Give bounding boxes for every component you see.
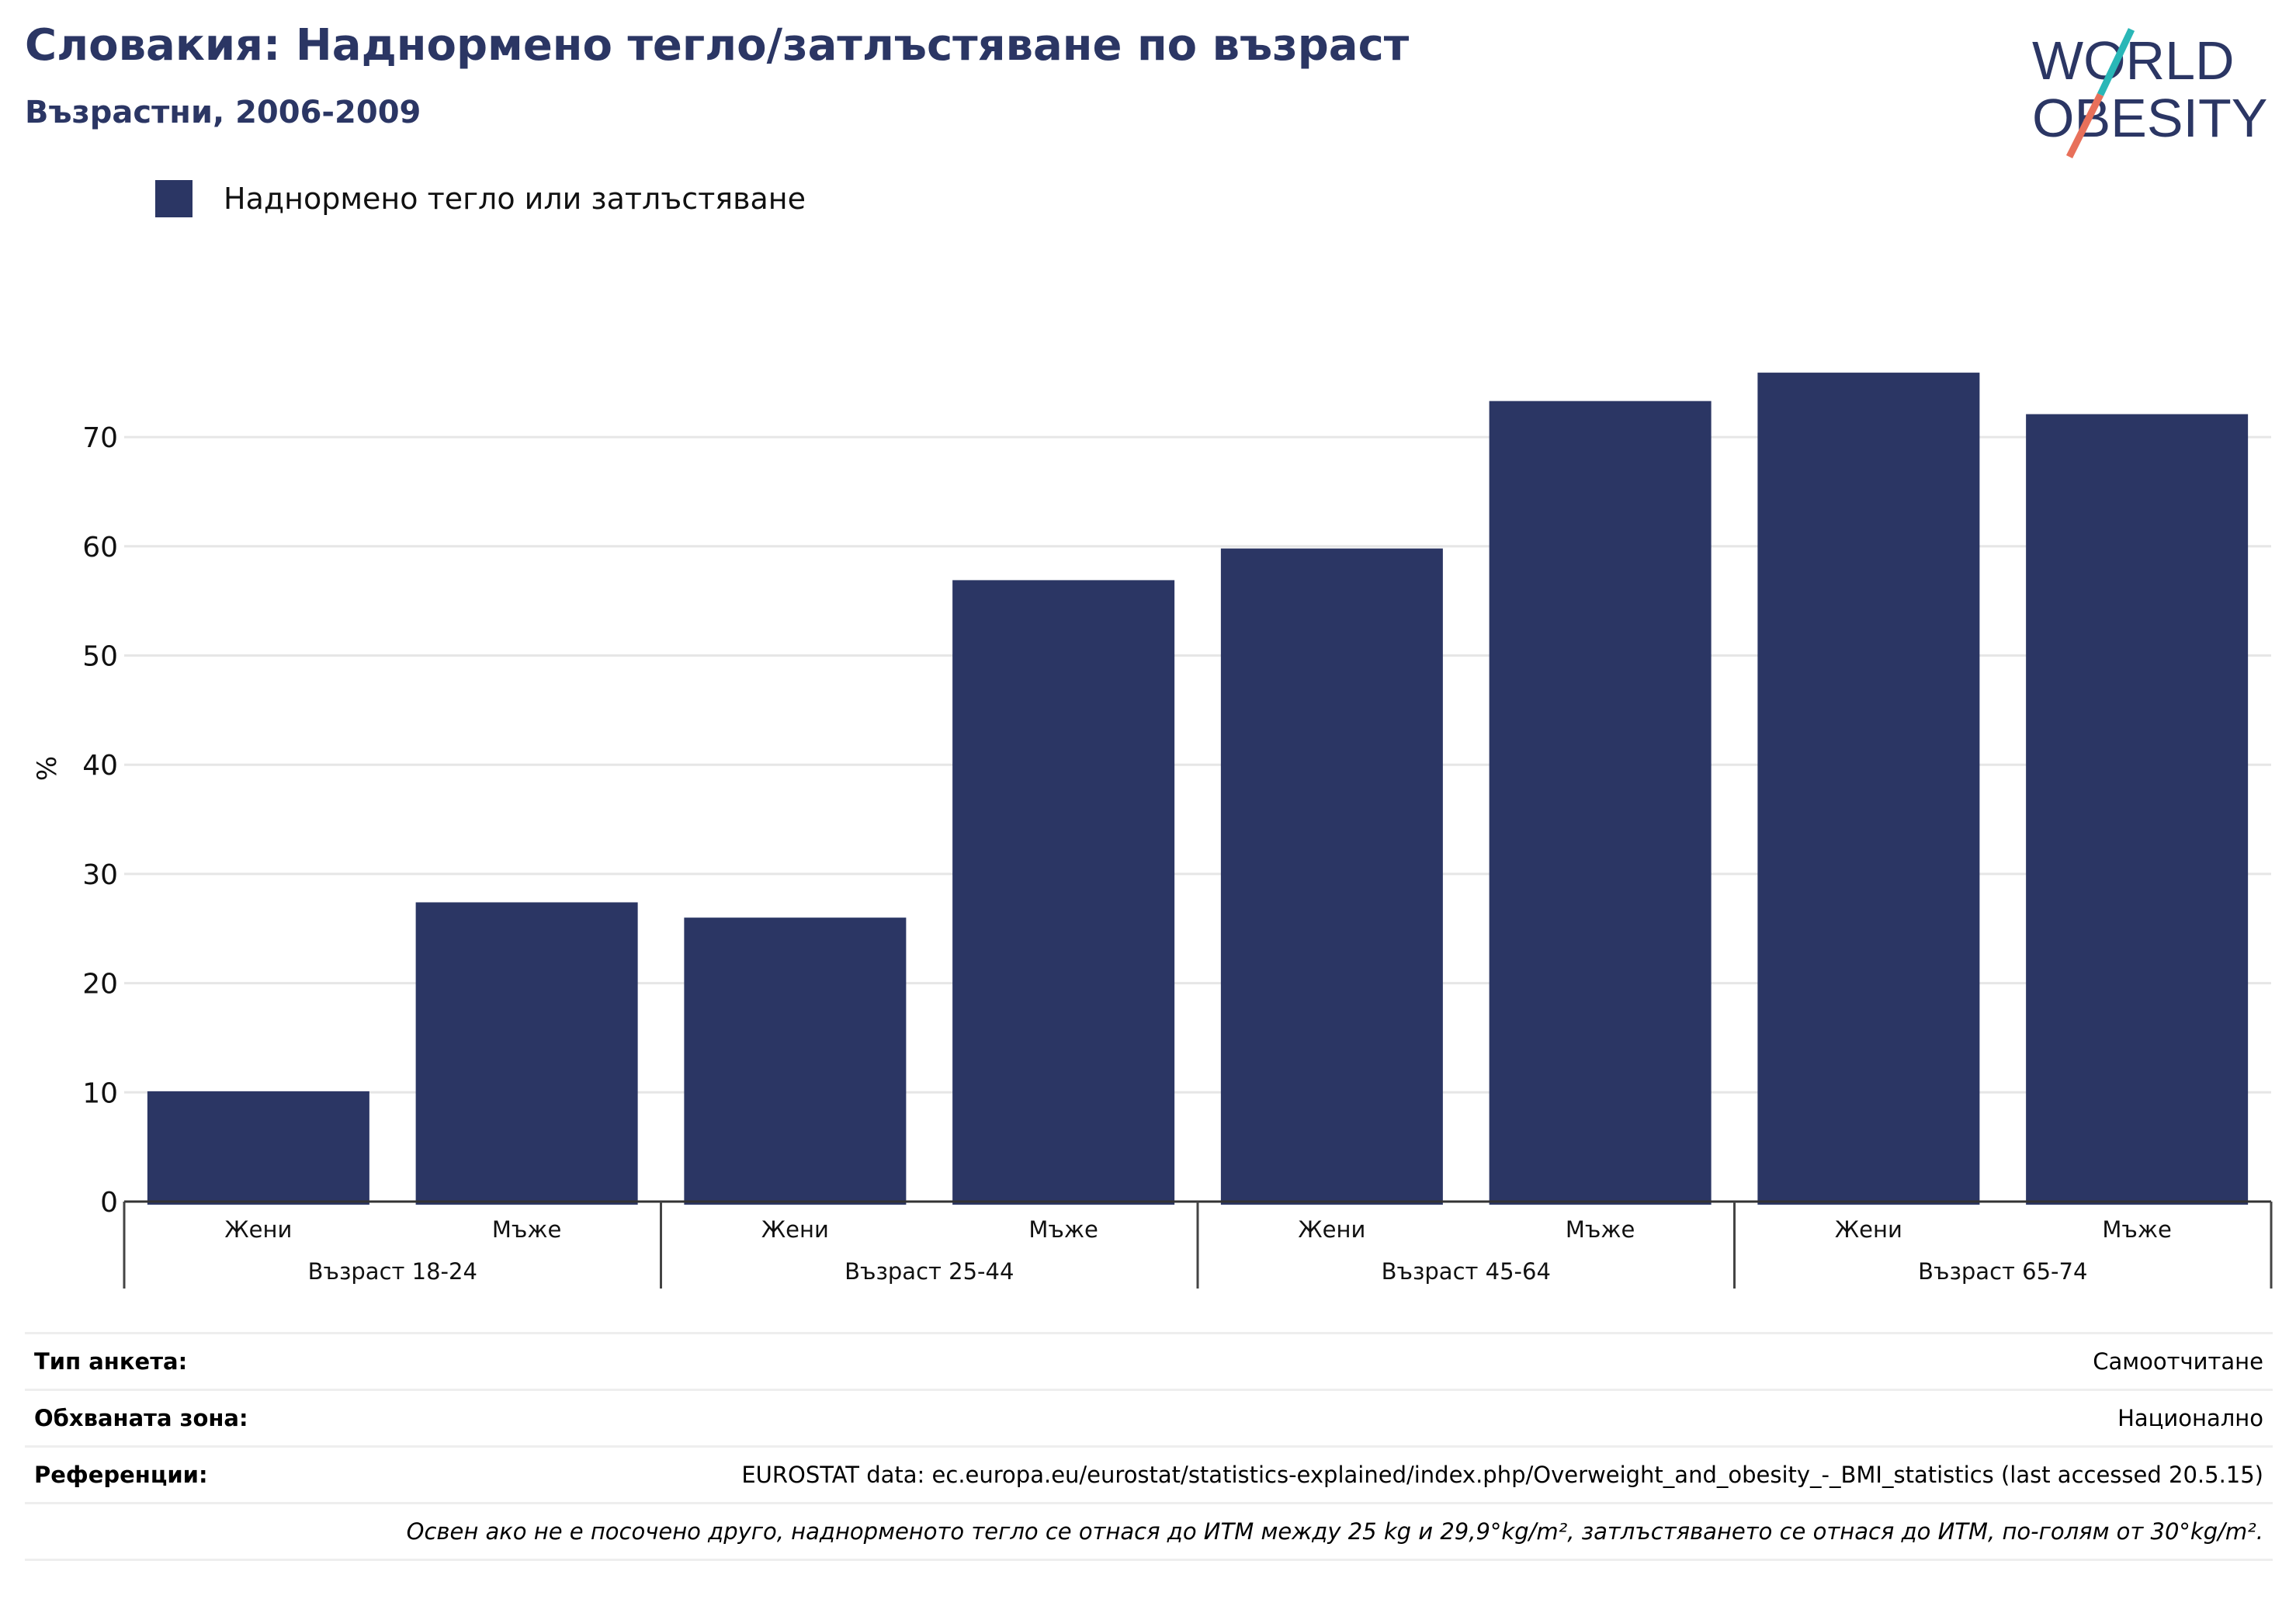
x-tick-label: Жени: [761, 1216, 829, 1243]
axis-layer: 0 10 20 30 40 50 60 70 Жени Мъже Възраст 18-24 Жени…: [82, 422, 2273, 1289]
group-label: Възраст 18-24: [308, 1258, 477, 1285]
bar-chart: 0 10 20 30 40 50 60 70 Жени Мъже Възраст 18-24 Жени…: [32, 373, 2273, 1289]
logo-slash-bottom: [2065, 92, 2104, 159]
group-label: Възраст 45-64: [1382, 1258, 1551, 1285]
x-tick-label: Жени: [224, 1216, 292, 1243]
logo-line-2: OBESITY: [2032, 88, 2267, 148]
bar-layer: [147, 373, 2249, 1205]
x-tick-label: Мъже: [1028, 1216, 1098, 1243]
group-label: Възраст 25-44: [845, 1258, 1014, 1285]
y-tick-label: 50: [82, 641, 118, 673]
page-title: Словакия: Наднормено тегло/затлъстяване …: [25, 20, 1410, 71]
x-tick-label: Мъже: [1566, 1216, 1635, 1243]
bar: [1757, 373, 1980, 1205]
meta-row-area: Обхваната зона: Национално: [25, 1389, 2273, 1445]
y-tick-label: 30: [82, 859, 118, 891]
chart-legend: Наднормено тегло или затлъстяване: [155, 180, 806, 217]
y-tick-label: 60: [82, 532, 118, 564]
meta-key: Референции:: [34, 1462, 208, 1488]
meta-note: Освен ако не е посочено друго, наднормен…: [406, 1518, 2263, 1545]
bar: [1489, 401, 1712, 1205]
meta-key: Тип анкета:: [34, 1348, 188, 1375]
meta-row-note: Освен ако не е посочено друго, наднормен…: [25, 1502, 2273, 1561]
bar: [952, 580, 1175, 1205]
y-tick-label: 0: [100, 1187, 118, 1219]
y-axis-label: %: [32, 756, 63, 781]
page-subtitle: Възрастни, 2006-2009: [25, 95, 421, 130]
legend-label: Наднормено тегло или затлъстяване: [224, 182, 806, 216]
group-label: Възраст 65-74: [1918, 1258, 2087, 1285]
y-tick-label: 70: [82, 422, 118, 454]
meta-row-references: Референции: EUROSTAT data: ec.europa.eu/…: [25, 1445, 2273, 1502]
bar: [147, 1091, 369, 1205]
meta-value: EUROSTAT data: ec.europa.eu/eurostat/sta…: [741, 1462, 2263, 1488]
bar: [684, 917, 907, 1205]
bar: [2026, 414, 2249, 1205]
bar: [1220, 548, 1443, 1205]
world-obesity-logo: WORLD OBESITY: [2032, 28, 2267, 159]
x-tick-label: Мъже: [492, 1216, 561, 1243]
x-tick-label: Жени: [1298, 1216, 1365, 1243]
y-tick-label: 20: [82, 969, 118, 1001]
meta-key: Обхваната зона:: [34, 1405, 248, 1431]
bar: [415, 902, 638, 1205]
x-tick-label: Жени: [1835, 1216, 1902, 1243]
metadata-table: Тип анкета: Самоотчитане Обхваната зона:…: [25, 1332, 2273, 1561]
meta-value: Самоотчитане: [2093, 1348, 2263, 1375]
y-tick-label: 40: [82, 750, 118, 782]
meta-value: Национално: [2117, 1405, 2263, 1431]
legend-swatch: [155, 180, 192, 217]
logo-slash-top: [2097, 28, 2135, 96]
logo-line-1: WORLD: [2032, 30, 2235, 91]
meta-row-survey: Тип анкета: Самоотчитане: [25, 1332, 2273, 1389]
x-tick-label: Мъже: [2102, 1216, 2171, 1243]
y-tick-label: 10: [82, 1077, 118, 1109]
